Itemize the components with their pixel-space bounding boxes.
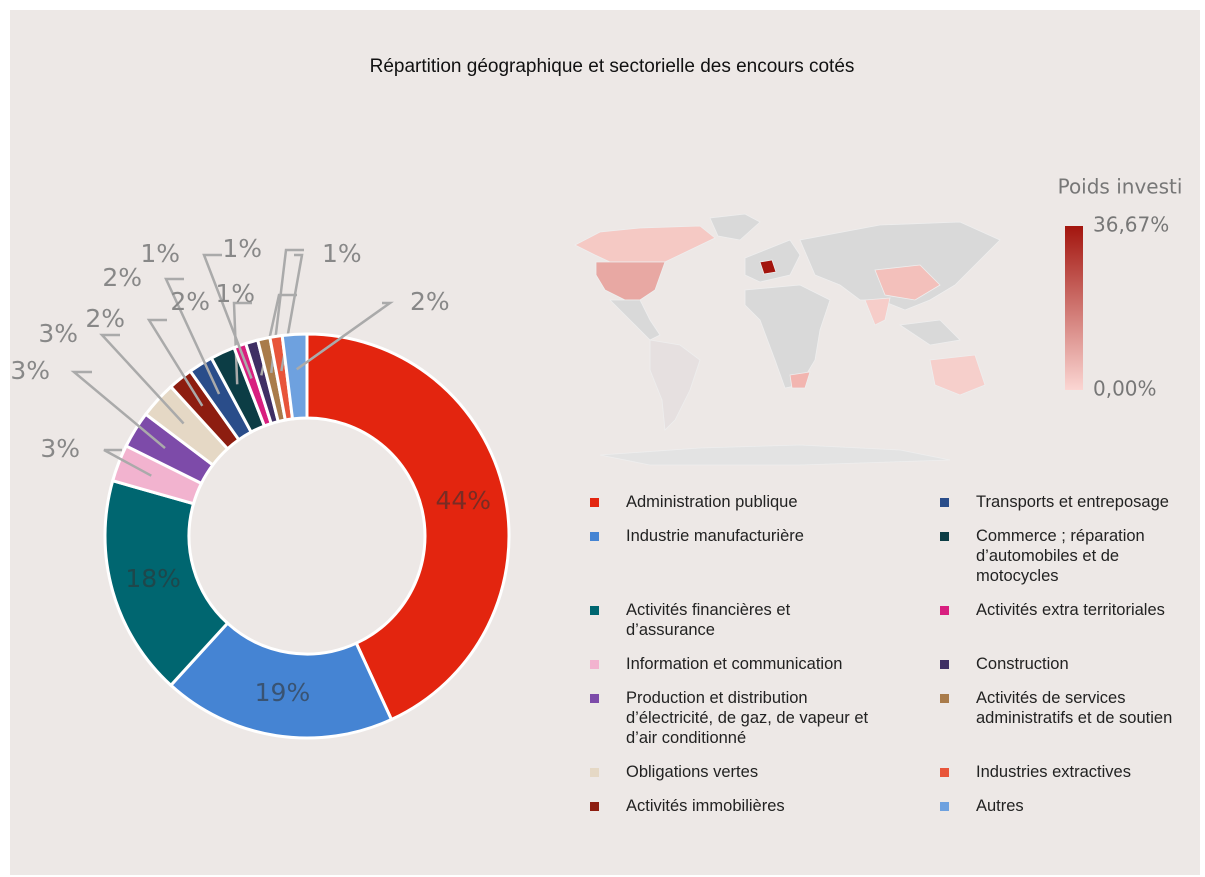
country (874, 264, 941, 301)
legend-item: Activités financières et d’assurance (585, 600, 935, 640)
legend-item: Activités extra territoriales (935, 600, 1195, 640)
legend-item: Production et distribution d’électricité… (585, 688, 935, 748)
legend-swatch (590, 660, 599, 669)
country (744, 284, 831, 389)
slice-label: 44% (436, 486, 492, 515)
scale-label: 0,00% (1093, 377, 1157, 401)
slice (305, 332, 511, 722)
legend-label: Activités extra territoriales (976, 601, 1165, 619)
slice-label: 3% (10, 356, 50, 385)
legend-swatch (590, 606, 599, 615)
legend-swatch (940, 694, 949, 703)
legend-label: Obligations vertes (626, 763, 759, 781)
legend-swatch (940, 802, 949, 811)
slice-label: 3% (38, 319, 78, 348)
legend-label: Production et distribution d’électricité… (626, 689, 869, 747)
legend-label: Construction (976, 655, 1069, 673)
legend-item: Transports et entreposage (935, 492, 1195, 512)
country (929, 354, 986, 396)
slice-label: 2% (410, 287, 450, 316)
legend-swatch (590, 532, 599, 541)
legend-item: Obligations vertes (585, 762, 935, 782)
slice-label: 1% (215, 279, 255, 308)
legend-swatch (940, 532, 949, 541)
slice-label: 18% (125, 564, 181, 593)
slice-label: 19% (255, 678, 311, 707)
legend-swatch (590, 802, 599, 811)
legend-label: Administration publique (626, 493, 798, 511)
legend-label: Industries extractives (976, 763, 1131, 781)
slice-label: 1% (222, 234, 262, 263)
legend-swatch (590, 694, 599, 703)
country (799, 221, 1001, 311)
leader-line (70, 370, 166, 450)
slice-label: 2% (102, 263, 142, 292)
legend-label: Activités financières et d’assurance (626, 601, 791, 639)
country (574, 225, 716, 263)
legend-label: Industrie manufacturière (626, 527, 804, 545)
color-scale (1065, 226, 1083, 390)
slice-label: 3% (40, 434, 80, 463)
map-legend-title: Poids investi (1058, 175, 1183, 199)
legend-label: Commerce ; réparation d’automobiles et d… (976, 527, 1145, 585)
legend-item: Autres (935, 796, 1195, 816)
legend-label: Activités immobilières (626, 797, 785, 815)
scale-label: 36,67% (1093, 213, 1169, 237)
legend-swatch (940, 768, 949, 777)
legend-item: Construction (935, 654, 1195, 674)
legend-label: Transports et entreposage (976, 493, 1169, 511)
country (759, 259, 777, 275)
leader-line (202, 253, 253, 379)
leader-line (280, 253, 304, 372)
legend-swatch (940, 660, 949, 669)
legend-swatch (940, 498, 949, 507)
legend-label: Information et communication (626, 655, 843, 673)
leader-line (103, 448, 152, 477)
country (595, 261, 666, 301)
legend-item: Commerce ; réparation d’automobiles et d… (935, 526, 1195, 586)
legend-item: Administration publique (585, 492, 935, 512)
legend-swatch (590, 768, 599, 777)
legend-swatch (940, 606, 949, 615)
legend-item: Industries extractives (935, 762, 1195, 782)
country (898, 319, 961, 346)
legend-item: Activités de services administratifs et … (935, 688, 1195, 748)
leader-line (146, 318, 204, 407)
slice-label: 1% (322, 239, 362, 268)
leader-line (270, 248, 304, 374)
country (789, 371, 811, 389)
country (864, 297, 891, 326)
leader-line (99, 333, 185, 425)
legend-item: Activités immobilières (585, 796, 935, 816)
legend-label: Autres (976, 797, 1024, 815)
slice-label: 1% (140, 239, 180, 268)
leader-line (295, 301, 394, 371)
slice-label: 2% (170, 287, 210, 316)
country (649, 339, 701, 431)
legend-item: Information et communication (585, 654, 935, 674)
country (609, 299, 661, 341)
legend-item: Industrie manufacturière (585, 526, 935, 586)
legend-label: Activités de services administratifs et … (976, 689, 1173, 727)
slice (280, 332, 309, 421)
legend-swatch (590, 498, 599, 507)
chart-title: Répartition géographique et sectorielle … (370, 56, 855, 77)
world-map (574, 213, 1001, 466)
leader-line (164, 277, 221, 395)
country (709, 213, 761, 241)
slice-label: 2% (85, 304, 125, 333)
legend: Administration publique Transports et ent… (585, 492, 1195, 816)
country (599, 444, 951, 466)
